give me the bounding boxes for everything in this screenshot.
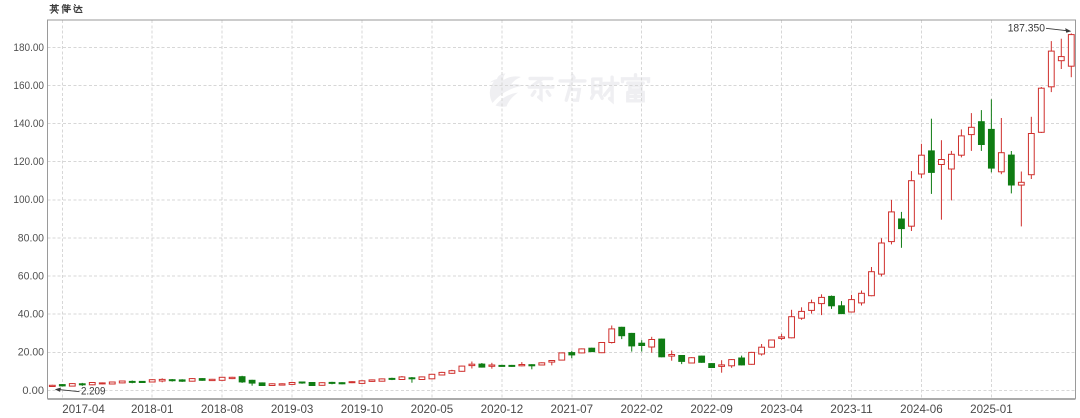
svg-text:2019-03: 2019-03 xyxy=(271,403,314,416)
svg-text:2020-05: 2020-05 xyxy=(411,403,454,416)
svg-text:2022-09: 2022-09 xyxy=(690,403,733,416)
svg-text:2024-06: 2024-06 xyxy=(900,403,943,416)
svg-text:0.00: 0.00 xyxy=(22,385,44,397)
svg-text:187.350: 187.350 xyxy=(1008,23,1045,35)
svg-text:20.00: 20.00 xyxy=(18,347,44,359)
svg-text:2019-10: 2019-10 xyxy=(341,403,384,416)
svg-text:80.00: 80.00 xyxy=(18,232,44,244)
svg-text:2017-04: 2017-04 xyxy=(62,403,105,416)
svg-text:60.00: 60.00 xyxy=(18,271,44,283)
svg-text:2023-11: 2023-11 xyxy=(830,403,873,416)
svg-text:2022-02: 2022-02 xyxy=(620,403,663,416)
svg-text:2021-07: 2021-07 xyxy=(551,403,594,416)
svg-text:100.00: 100.00 xyxy=(13,194,44,206)
svg-text:2018-01: 2018-01 xyxy=(131,403,174,416)
svg-text:40.00: 40.00 xyxy=(18,309,44,321)
svg-text:120.00: 120.00 xyxy=(13,156,44,168)
svg-text:160.00: 160.00 xyxy=(13,80,44,92)
svg-text:2018-08: 2018-08 xyxy=(201,403,244,416)
svg-text:2020-12: 2020-12 xyxy=(481,403,524,416)
svg-text:2023-04: 2023-04 xyxy=(760,403,803,416)
svg-text:2.209: 2.209 xyxy=(81,386,105,398)
svg-text:180.00: 180.00 xyxy=(13,42,44,54)
svg-text:140.00: 140.00 xyxy=(13,118,44,130)
svg-text:2025-01: 2025-01 xyxy=(970,403,1013,416)
